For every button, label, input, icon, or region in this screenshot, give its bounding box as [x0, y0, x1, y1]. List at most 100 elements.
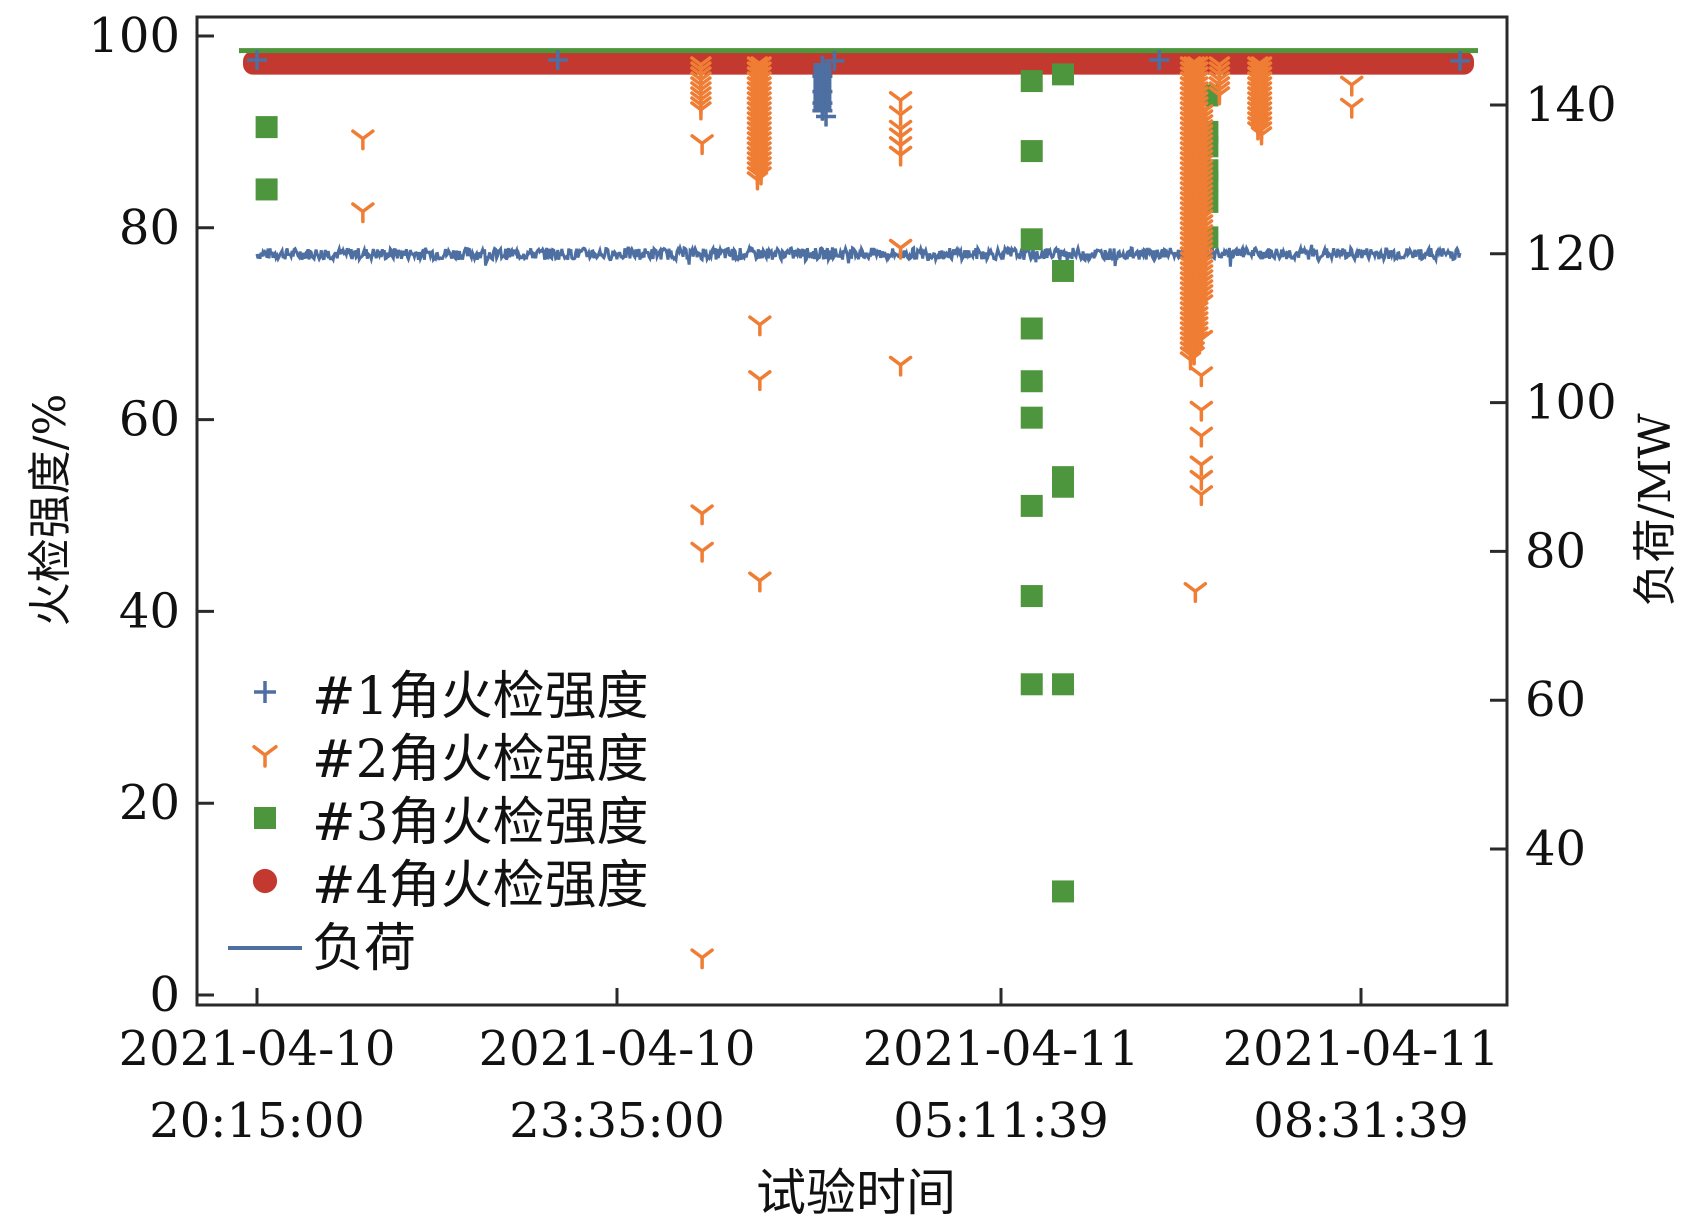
plot-area [239, 48, 1478, 970]
data-point [888, 145, 913, 167]
data-point [1149, 49, 1170, 70]
data-point [1020, 370, 1043, 393]
x-tick-label-time: 23:35:00 [509, 1093, 725, 1149]
data-point [748, 315, 772, 337]
data-point [1189, 366, 1214, 388]
data-point [1189, 469, 1214, 491]
data-point [1020, 494, 1043, 517]
data-point [1191, 294, 1214, 314]
data-point [888, 105, 913, 127]
y-tick-label: 0 [149, 967, 180, 1023]
legend-item: #1角火检强度 [254, 667, 649, 727]
data-point [247, 49, 267, 70]
y-tick-label: 100 [88, 8, 180, 64]
x-tick-label-time: 08:31:39 [1253, 1093, 1469, 1149]
data-point [1189, 485, 1214, 507]
data-point [254, 807, 276, 829]
data-point [1020, 228, 1043, 251]
series-#4角火检强度 [239, 48, 1478, 75]
data-point [1052, 475, 1075, 498]
data-point [888, 355, 913, 377]
y-tick-label: 80 [119, 200, 180, 256]
series-#2角火检强度-dense [690, 56, 1273, 371]
data-point [1187, 331, 1209, 351]
legend-item: #3角火检强度 [254, 793, 649, 853]
y-right-tick-label: 100 [1525, 375, 1617, 431]
data-point [1020, 585, 1043, 608]
data-point [750, 166, 772, 186]
data-point [690, 541, 714, 563]
series-1-spike [813, 55, 832, 120]
y-tick-label: 60 [119, 392, 180, 448]
data-point [1183, 346, 1205, 366]
x-tick-label-date: 2021-04-11 [863, 1021, 1140, 1077]
data-point [813, 101, 832, 120]
data-point [1339, 97, 1364, 119]
data-point [1020, 140, 1043, 163]
data-point [1189, 400, 1214, 422]
y-right-tick-label: 80 [1525, 523, 1586, 579]
data-point [1020, 406, 1043, 429]
data-point [888, 91, 913, 113]
data-point [1339, 75, 1364, 97]
data-point [1020, 70, 1043, 93]
x-axis-label: 试验时间 [756, 1164, 956, 1222]
legend-label: #2角火检强度 [312, 730, 649, 790]
band-edge [239, 48, 1478, 54]
data-point [690, 948, 714, 970]
left-y-axis: 0 20 40 60 80 100 [88, 8, 214, 1023]
data-point [1052, 63, 1075, 86]
data-point [254, 681, 276, 703]
data-point [255, 178, 278, 201]
data-point [1189, 426, 1214, 448]
x-tick-label-date: 2021-04-10 [119, 1021, 396, 1077]
data-point [1450, 50, 1470, 71]
y-tick-label: 20 [119, 775, 180, 831]
data-point [690, 504, 714, 526]
y-right-tick-label: 120 [1525, 226, 1617, 282]
right-y-axis: 40 60 80 100 120 140 [1490, 77, 1617, 877]
legend-label: #1角火检强度 [312, 667, 649, 727]
data-point [351, 129, 375, 151]
load-line [255, 242, 1462, 267]
data-point [748, 571, 772, 593]
y-tick-label: 40 [119, 583, 180, 639]
legend-item: 负荷 [228, 919, 416, 979]
y-right-tick-label: 140 [1525, 77, 1617, 133]
data-point [252, 868, 278, 894]
x-tick-label-date: 2021-04-11 [1223, 1021, 1500, 1077]
y-axis-right-label: 负荷/MW [1630, 413, 1681, 607]
series-#2角火检强度 [351, 75, 1364, 970]
data-point [351, 202, 375, 224]
y-axis-left-label: 火检强度/% [25, 394, 76, 627]
data-point [255, 116, 278, 139]
data-point [690, 134, 714, 156]
data-point [1052, 673, 1075, 696]
data-point [888, 238, 913, 260]
data-point [748, 370, 772, 392]
data-point [1208, 86, 1231, 106]
data-point [1052, 259, 1075, 282]
band-marker [243, 51, 1474, 75]
data-point [1052, 880, 1075, 903]
y-right-tick-label: 60 [1525, 672, 1586, 728]
legend-item: #4角火检强度 [252, 856, 649, 916]
data-point [252, 745, 278, 768]
legend-label: 负荷 [312, 919, 416, 979]
legend-item: #2角火检强度 [252, 730, 649, 790]
y-right-tick-label: 40 [1525, 821, 1586, 877]
data-point [824, 50, 845, 71]
data-point [690, 101, 712, 121]
x-tick-label-date: 2021-04-10 [479, 1021, 756, 1077]
plot-frame [195, 15, 1509, 1007]
data-point [547, 49, 568, 70]
legend-label: #4角火检强度 [312, 856, 649, 916]
x-axis: 2021-04-10 20:15:00 2021-04-10 23:35:00 2021… [119, 988, 1500, 1149]
data-point [1020, 673, 1043, 696]
data-point [1189, 455, 1214, 477]
series-负荷 [255, 242, 1462, 267]
data-point [1250, 126, 1273, 146]
data-point [1183, 582, 1208, 604]
